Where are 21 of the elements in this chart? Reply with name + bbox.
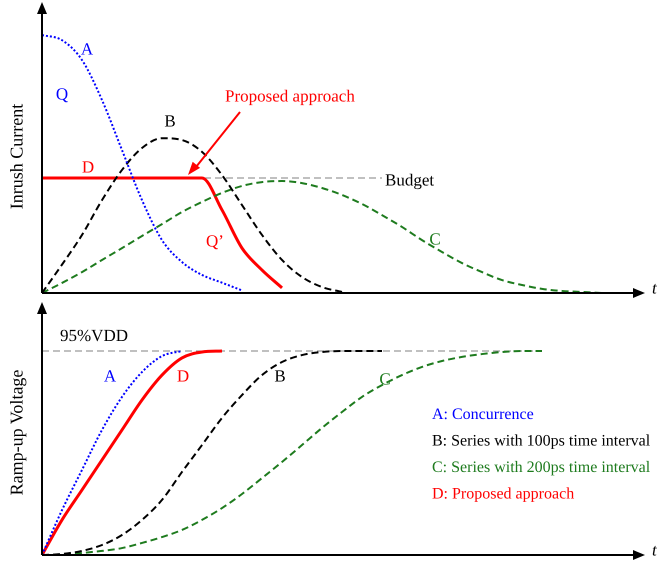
x-axis-title: t <box>652 278 658 298</box>
annotation: D <box>176 366 190 386</box>
y-axis-title: Ramp-up Voltage <box>6 370 27 496</box>
series-label: B <box>164 111 176 130</box>
x-axis-title: t <box>652 540 658 560</box>
annotation: B <box>274 366 286 386</box>
annotation: Proposed approach <box>225 86 356 106</box>
annotation: A <box>104 366 117 386</box>
y-axis-title: Inrush Current <box>6 104 27 210</box>
annotation: Q’ <box>206 231 224 250</box>
series-label: D <box>82 157 94 176</box>
series-label: C <box>429 229 441 248</box>
text: C: Series with 200ps time interval <box>432 459 651 476</box>
text: B: Series with 100ps time interval <box>432 432 651 450</box>
series-label: A <box>80 39 94 58</box>
ref-line-label: 95%VDD <box>60 326 128 345</box>
annotation: C <box>379 369 391 388</box>
annotation: Q <box>56 84 68 104</box>
text: A: Concurrence <box>432 406 534 424</box>
text: D: Proposed approach <box>432 486 574 503</box>
ref-line-label: Budget <box>385 170 434 190</box>
